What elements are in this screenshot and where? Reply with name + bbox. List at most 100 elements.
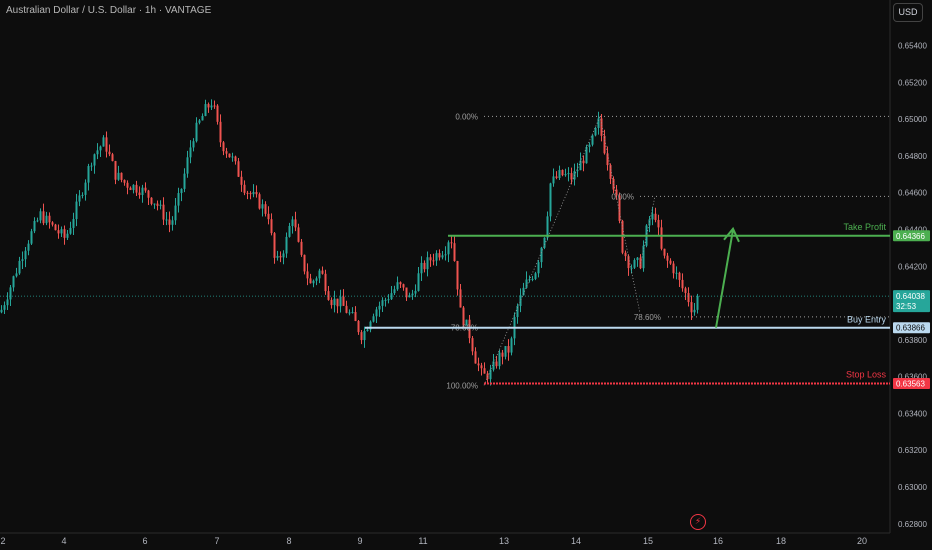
candle-body: [696, 295, 699, 310]
candle-body: [132, 184, 135, 191]
candle-body: [129, 187, 132, 191]
candle-body: [78, 195, 81, 202]
candle-body: [600, 118, 603, 136]
candle-body: [126, 182, 129, 188]
candle-body: [597, 118, 600, 128]
candle-body: [432, 260, 435, 262]
candle-body: [312, 280, 315, 284]
candle-body: [54, 224, 57, 231]
candle-body: [345, 305, 348, 313]
candle-body: [675, 272, 678, 274]
candle-body: [561, 169, 564, 176]
candle-body: [489, 369, 492, 380]
candle-body: [213, 105, 216, 107]
candle-body: [6, 299, 9, 306]
candle-body: [618, 195, 621, 221]
price-tick-label: 0.65200: [898, 78, 927, 87]
candle-body: [552, 176, 555, 184]
candle-body: [144, 187, 147, 191]
candle-body: [519, 295, 522, 306]
candle-body: [204, 104, 207, 116]
candle-body: [48, 215, 51, 223]
fib-right-label-786: 78.60%: [634, 313, 661, 322]
fib-label-0: 0.00%: [455, 112, 478, 121]
candle-body: [483, 368, 486, 374]
candle-body: [660, 227, 663, 249]
candle-body: [366, 329, 369, 331]
price-tick-label: 0.63200: [898, 446, 927, 455]
candle-body: [390, 293, 393, 300]
candle-body: [693, 309, 696, 313]
candle-body: [381, 300, 384, 306]
time-tick-label: 20: [857, 536, 867, 546]
candle-body: [444, 254, 447, 256]
candle-body: [624, 252, 627, 257]
candle-body: [666, 255, 669, 261]
candle-body: [18, 260, 21, 274]
candle-body: [570, 173, 573, 180]
price-tick-label: 0.63600: [898, 373, 927, 382]
candle-body: [399, 282, 402, 285]
candle-body: [525, 279, 528, 288]
candle-body: [453, 243, 456, 262]
grid: [0, 0, 891, 534]
candle-body: [240, 176, 243, 185]
time-tick-label: 2: [0, 536, 5, 546]
take-profit-label: Take Profit: [843, 222, 886, 232]
time-tick-label: 11: [418, 536, 427, 546]
candle-body: [678, 272, 681, 280]
candle-body: [72, 219, 75, 228]
candle-body: [39, 211, 42, 221]
time-tick-label: 9: [357, 536, 362, 546]
current-price-label: 0.64038: [896, 292, 925, 301]
buy-entry-label: Buy Entry: [847, 315, 887, 325]
take-profit-price-tag: 0.64366: [896, 232, 925, 241]
candle-body: [171, 220, 174, 225]
candle-body: [420, 262, 423, 274]
time-tick-label: 18: [776, 536, 786, 546]
candle-body: [378, 305, 381, 310]
price-tick-label: 0.65400: [898, 42, 927, 51]
candle-body: [648, 219, 651, 226]
candle-body: [351, 312, 354, 314]
candle-body: [636, 257, 639, 261]
candle-body: [585, 146, 588, 164]
candle-body: [567, 173, 570, 175]
price-tick-label: 0.64800: [898, 152, 927, 161]
candle-body: [459, 289, 462, 308]
candle-body: [300, 241, 303, 255]
candle-body: [360, 332, 363, 341]
candle-body: [408, 295, 411, 298]
candle-body: [279, 255, 282, 258]
candle-body: [642, 245, 645, 269]
candle-body: [435, 253, 438, 261]
candle-body: [663, 248, 666, 256]
candle-body: [465, 319, 468, 326]
time-tick-label: 8: [286, 536, 291, 546]
candle-body: [450, 242, 453, 244]
candle-body: [687, 293, 690, 303]
candle-body: [627, 256, 630, 269]
candle-body: [114, 161, 117, 180]
candle-body: [537, 262, 540, 274]
candle-body: [99, 146, 102, 151]
candle-body: [36, 220, 39, 222]
lightning-icon[interactable]: ⚡: [690, 514, 706, 530]
candle-body: [369, 321, 372, 330]
price-tick-label: 0.62800: [898, 520, 927, 529]
candle-body: [336, 298, 339, 307]
candle-body: [606, 153, 609, 166]
candle-body: [468, 319, 471, 339]
candle-body: [588, 144, 591, 147]
candle-body: [330, 299, 333, 306]
candle-body: [576, 170, 579, 172]
candle-body: [555, 176, 558, 179]
candle-body: [297, 227, 300, 242]
candle-body: [267, 213, 270, 220]
candle-body: [69, 227, 72, 234]
currency-button[interactable]: USD: [893, 3, 923, 22]
candle-body: [690, 302, 693, 313]
candle-body: [249, 193, 252, 195]
candle-body: [672, 263, 675, 274]
